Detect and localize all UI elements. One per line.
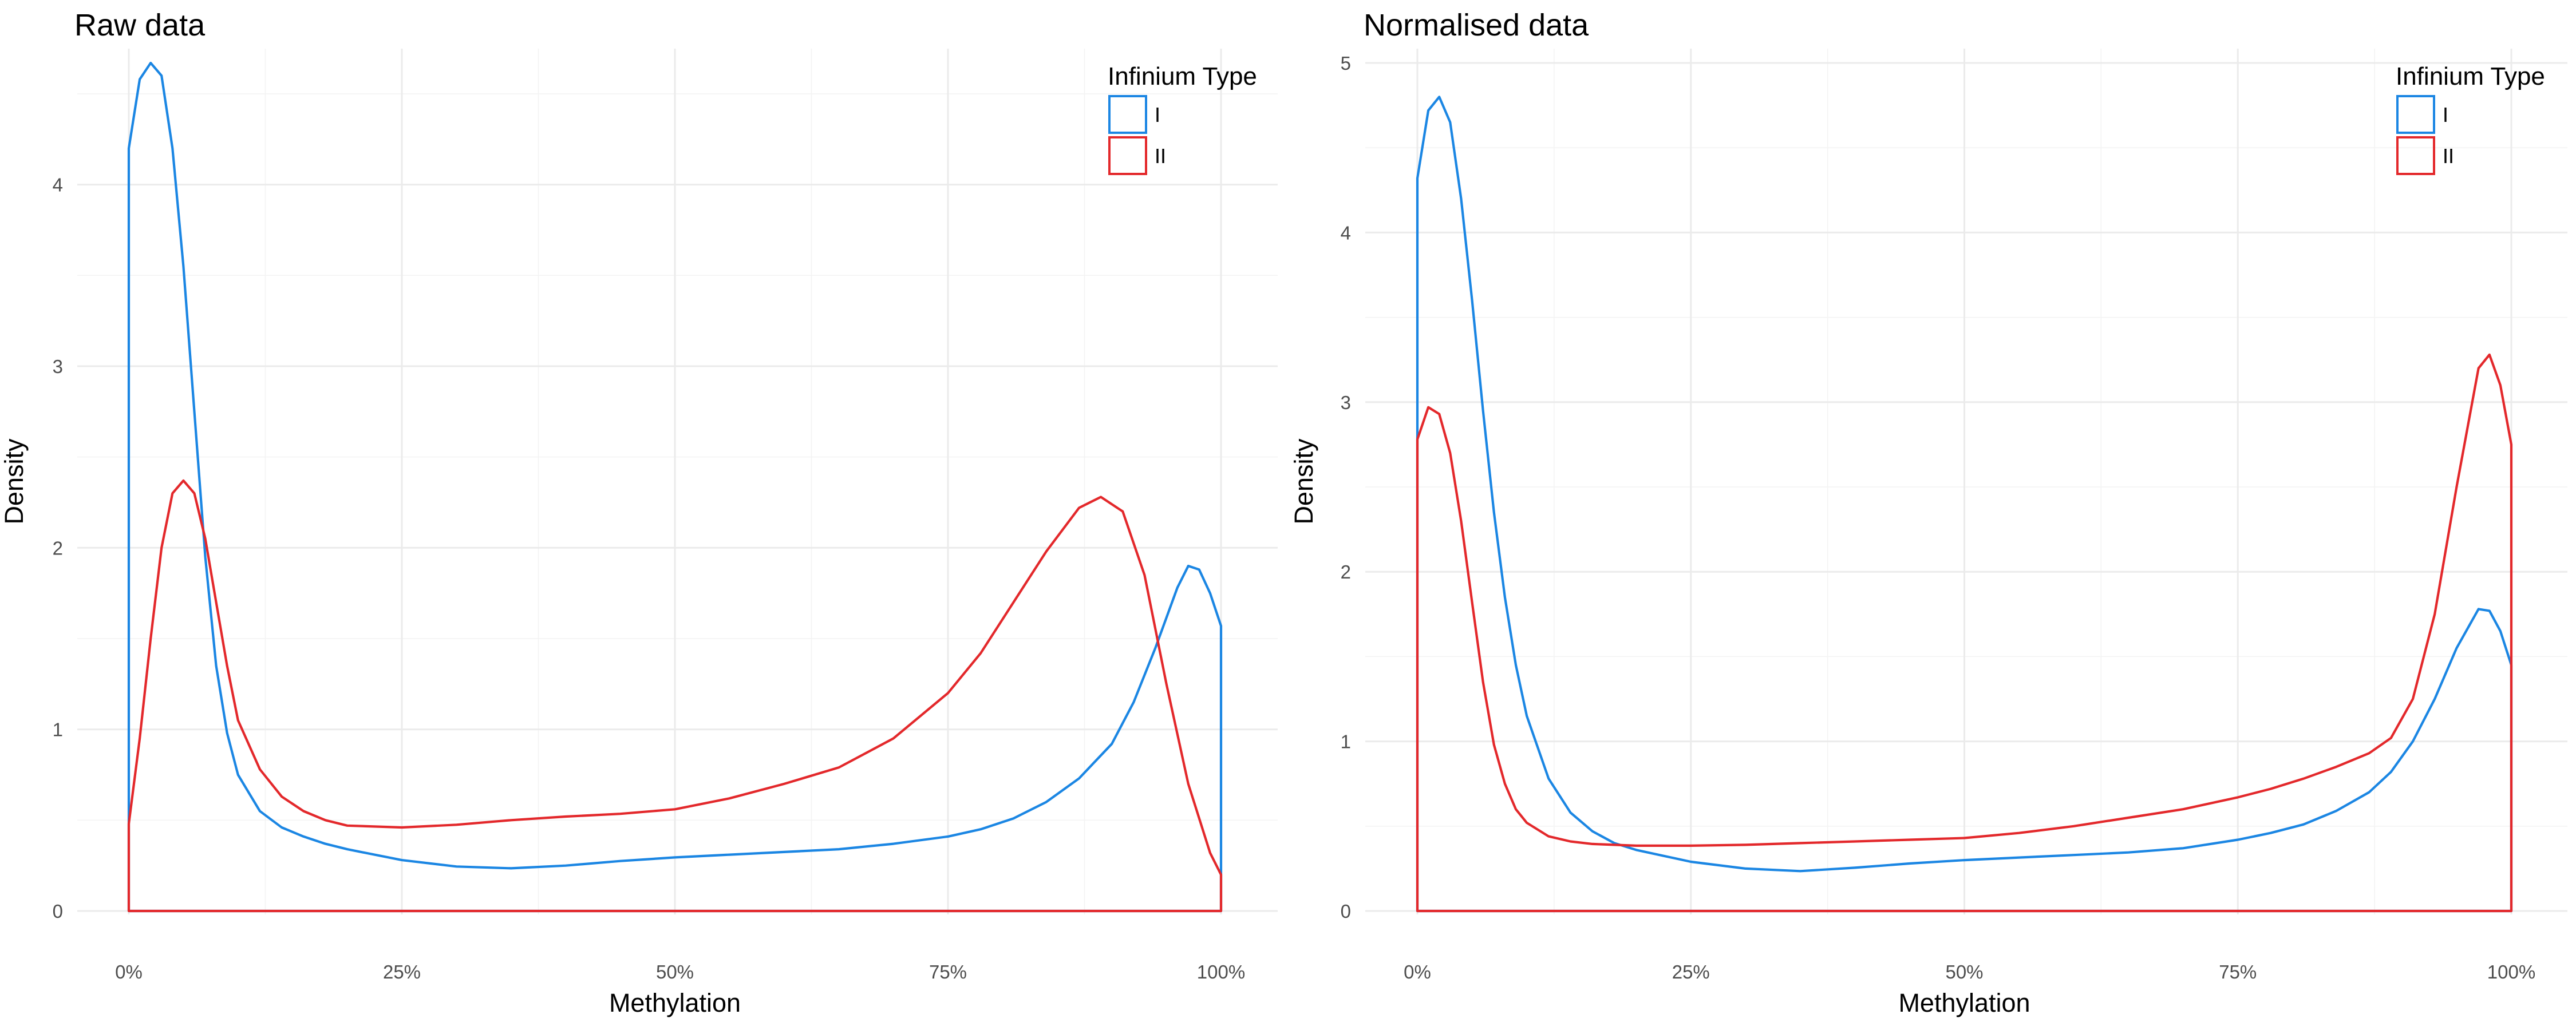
minor-gridlines xyxy=(77,49,1278,914)
x-tick-label: 25% xyxy=(383,961,421,983)
x-tick-label: 50% xyxy=(656,961,694,983)
density-series-i xyxy=(127,61,1223,913)
legend-label-ii: II xyxy=(1155,144,1166,168)
panel-raw-data: 0% 25% 50% 75% 100% 0 1 2 3 4 Raw data Methylation D… xyxy=(0,8,1278,1017)
y-tick-label: 2 xyxy=(53,537,63,558)
y-tick-label: 4 xyxy=(1341,222,1351,243)
y-axis-title: Density xyxy=(0,438,29,525)
legend-key-i xyxy=(2396,95,2435,134)
x-tick-label: 75% xyxy=(2219,961,2257,983)
minor-gridlines xyxy=(1365,49,2567,914)
density-series-ii xyxy=(127,479,1223,913)
x-tick-label: 25% xyxy=(1672,961,1710,983)
y-tick-label: 3 xyxy=(1341,392,1351,413)
legend-key-ii xyxy=(1108,136,1147,175)
density-curves xyxy=(127,61,1223,913)
y-tick-label: 0 xyxy=(1341,901,1351,922)
x-tick-label: 75% xyxy=(929,961,967,983)
legend-label-i: I xyxy=(1155,103,1160,126)
y-axis-title: Density xyxy=(1289,438,1318,525)
legend-title: Infinium Type xyxy=(2396,62,2545,90)
y-tick-label: 3 xyxy=(53,356,63,377)
y-axis-ticks: 0 1 2 3 4 xyxy=(53,175,63,922)
x-axis-ticks: 0% 25% 50% 75% 100% xyxy=(1404,961,2535,983)
legend-label-ii: II xyxy=(2443,144,2454,168)
x-axis-title: Methylation xyxy=(609,988,741,1017)
x-tick-label: 50% xyxy=(1945,961,1983,983)
panel-title: Normalised data xyxy=(1364,8,1589,42)
panel-normalised-data: 0% 25% 50% 75% 100% 0 1 2 3 4 5 Normalised data Meth… xyxy=(1289,8,2567,1017)
density-series-ii xyxy=(1416,353,2513,913)
y-tick-label: 1 xyxy=(1341,731,1351,752)
y-tick-label: 4 xyxy=(53,175,63,196)
density-series-i xyxy=(1416,96,2513,913)
legend-title: Infinium Type xyxy=(1108,62,1257,90)
x-axis-ticks: 0% 25% 50% 75% 100% xyxy=(115,961,1245,983)
x-tick-label: 0% xyxy=(1404,961,1431,983)
x-axis-title: Methylation xyxy=(1898,988,2030,1017)
x-tick-label: 100% xyxy=(1197,961,1245,983)
y-tick-label: 2 xyxy=(1341,561,1351,583)
legend-label-i: I xyxy=(2443,103,2448,126)
density-curves xyxy=(1416,96,2513,913)
y-tick-label: 5 xyxy=(1341,53,1351,74)
x-tick-label: 0% xyxy=(115,961,143,983)
legend-key-i xyxy=(1108,95,1147,134)
legend-key-ii xyxy=(2396,136,2435,175)
y-tick-label: 1 xyxy=(53,719,63,740)
panel-title: Raw data xyxy=(74,8,206,42)
x-tick-label: 100% xyxy=(2487,961,2535,983)
y-axis-ticks: 0 1 2 3 4 5 xyxy=(1341,53,1351,922)
y-tick-label: 0 xyxy=(53,901,63,922)
